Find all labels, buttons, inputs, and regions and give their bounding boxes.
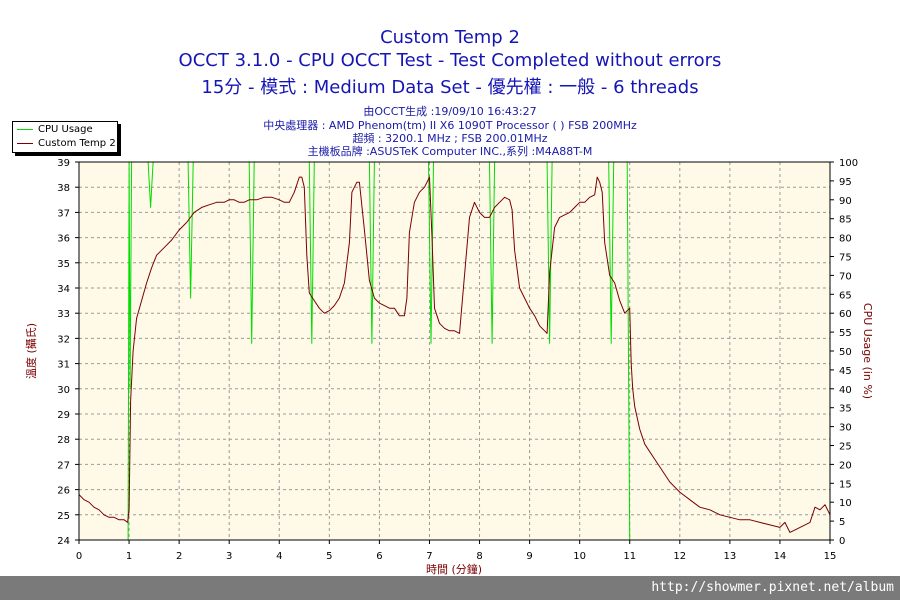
x-tick-label: 12: [673, 551, 686, 562]
y-tick-label-right: 0: [839, 536, 845, 547]
y-tick-label-right: 65: [839, 290, 852, 301]
plot-area: [79, 162, 830, 540]
x-tick-label: 10: [573, 551, 586, 562]
footer-url: http://showmer.pixnet.net/album: [651, 580, 894, 595]
y-tick-label-left: 38: [57, 183, 70, 194]
y-tick-label-left: 36: [57, 234, 70, 245]
y-tick-label-left: 26: [57, 486, 70, 497]
y-axis-label-right: CPU Usage (in %): [861, 303, 874, 399]
y-tick-label-right: 80: [839, 234, 852, 245]
y-tick-label-right: 85: [839, 215, 852, 226]
chart-title: Custom Temp 2: [380, 27, 520, 48]
y-tick-label-right: 100: [839, 158, 858, 169]
y-tick-label-right: 30: [839, 423, 852, 434]
info-motherboard: 主機板品牌 :ASUSTeK Computer INC.,系列 :M4A88T-…: [307, 145, 593, 158]
y-tick-label-right: 10: [839, 498, 852, 509]
y-tick-label-left: 24: [57, 536, 70, 547]
info-generated: 由OCCT生成 :19/09/10 16:43:27: [363, 105, 537, 118]
x-tick-label: 13: [723, 551, 736, 562]
y-tick-label-left: 25: [57, 511, 70, 522]
footer-bar: http://showmer.pixnet.net/album: [0, 576, 900, 600]
legend-swatch-cpu-usage: [17, 128, 33, 130]
y-tick-label-left: 37: [57, 208, 70, 219]
x-tick-label: 14: [774, 551, 787, 562]
x-tick-label: 2: [176, 551, 182, 562]
legend-swatch-custom-temp: [17, 142, 33, 144]
y-tick-label-right: 35: [839, 404, 852, 415]
legend-item-custom-temp: Custom Temp 2: [17, 138, 116, 150]
x-tick-label: 1: [126, 551, 132, 562]
x-tick-label: 8: [476, 551, 482, 562]
y-tick-label-right: 20: [839, 460, 852, 471]
y-tick-label-right: 40: [839, 385, 852, 396]
grid-lines: [79, 162, 830, 540]
x-tick-label: 9: [526, 551, 532, 562]
y-tick-label-right: 15: [839, 479, 852, 490]
ticks: 0 1 2 3 4 5 6 7 8 9 10 11 12 13 14 15242526272829303132…: [57, 158, 858, 562]
x-tick-label: 0: [76, 551, 82, 562]
y-tick-label-left: 31: [57, 360, 70, 371]
legend-label-cpu-usage: CPU Usage: [38, 124, 93, 135]
y-tick-label-left: 34: [57, 284, 70, 295]
y-tick-label-left: 35: [57, 259, 70, 270]
x-tick-label: 15: [824, 551, 837, 562]
chart-subtitle-test: OCCT 3.1.0 - CPU OCCT Test - Test Comple…: [178, 50, 722, 71]
x-tick-label: 4: [276, 551, 282, 562]
y-tick-label-right: 55: [839, 328, 852, 339]
x-tick-label: 3: [226, 551, 232, 562]
info-overclock: 超頻 : 3200.1 MHz ; FSB 200.01MHz: [352, 132, 548, 145]
y-tick-label-left: 30: [57, 385, 70, 396]
y-axis-label-left: 溫度 (攝氏): [24, 323, 38, 379]
chart-subtitle-mode: 15分 - 模式 : Medium Data Set - 優先權 : 一般 - …: [201, 77, 699, 98]
y-tick-label-right: 70: [839, 271, 852, 282]
series-line-custom-temp: [78, 176, 831, 533]
y-tick-label-left: 29: [57, 410, 70, 421]
y-tick-label-right: 45: [839, 366, 852, 377]
x-axis-label: 時間 (分鐘): [426, 562, 482, 576]
x-tick-label: 7: [426, 551, 432, 562]
y-tick-label-right: 5: [839, 517, 845, 528]
x-tick-label: 11: [623, 551, 636, 562]
legend-label-custom-temp: Custom Temp 2: [38, 138, 116, 149]
info-cpu: 中央處理器 : AMD Phenom(tm) II X6 1090T Proce…: [263, 119, 637, 132]
y-tick-label-right: 25: [839, 442, 852, 453]
x-tick-label: 6: [376, 551, 382, 562]
y-tick-label-left: 28: [57, 435, 70, 446]
y-tick-label-left: 27: [57, 460, 70, 471]
y-tick-label-right: 50: [839, 347, 852, 358]
y-tick-label-left: 39: [57, 158, 70, 169]
y-tick-label-left: 33: [57, 309, 70, 320]
y-tick-label-right: 60: [839, 309, 852, 320]
y-tick-label-right: 90: [839, 196, 852, 207]
legend: CPU Usage Custom Temp 2: [12, 121, 118, 153]
y-tick-label-right: 75: [839, 253, 852, 264]
legend-item-cpu-usage: CPU Usage: [17, 124, 93, 136]
y-tick-label-right: 95: [839, 177, 852, 188]
y-tick-label-left: 32: [57, 334, 70, 345]
x-tick-label: 5: [326, 551, 332, 562]
